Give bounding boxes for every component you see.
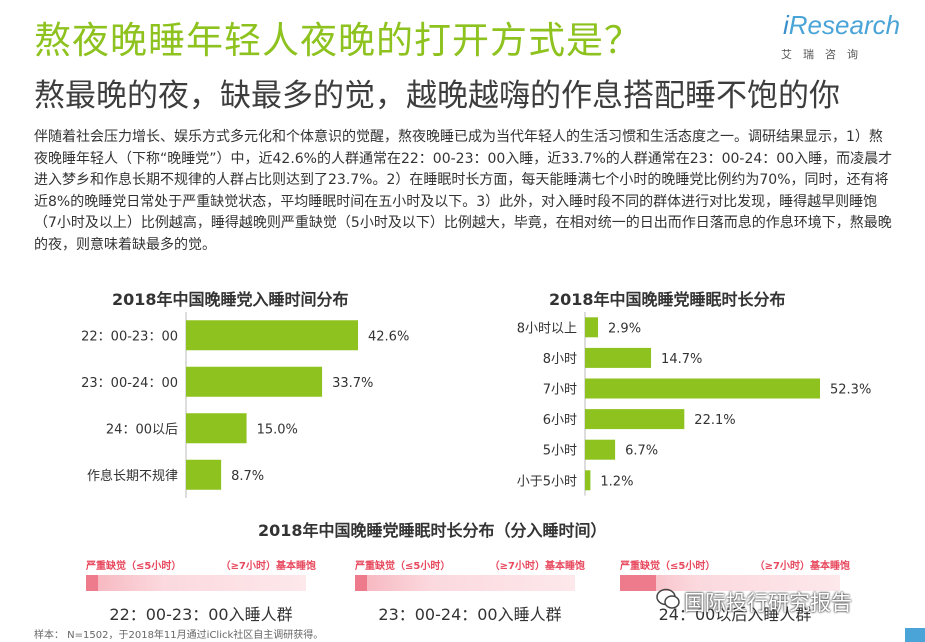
segment-caption: 22：00-23：00入睡人群	[109, 605, 293, 624]
category-label-3: 作息长期不规律	[87, 468, 178, 484]
category-label-3: 6小时	[543, 413, 577, 428]
chart-title-duration: 2018年中国晚睡党睡眠时长分布	[549, 290, 786, 309]
bar-1	[585, 347, 652, 368]
sleep-duration-bar	[355, 575, 575, 591]
logo-wordmark: iResearch	[783, 10, 901, 40]
bar-0	[585, 317, 599, 338]
category-label-0: 8小时以上	[517, 321, 577, 336]
segment-block-after-24: 严重缺觉（≤5小时） （≥7小时）基本睡饱 24：00以后入睡人群	[620, 557, 850, 627]
segment-caption: 23：00-24：00入睡人群	[378, 605, 562, 624]
value-label-1: 14.7%	[661, 352, 702, 367]
bedtime-bar-chart: 22：00-23：00 42.6% 23：00-24：00 33.7% 24：00以后 1…	[81, 312, 409, 498]
segment-block-23-24: 严重缺觉（≤5小时） （≥7小时）基本睡饱 23：00-24：00入睡人群	[355, 557, 585, 627]
category-label-1: 23：00-24：00	[81, 376, 178, 391]
severe-lack-label: 严重缺觉（≤5小时）	[620, 561, 716, 572]
page-subtitle: 熬最晚的夜，缺最多的觉，越晚越嗨的作息搭配睡不饱的你	[34, 78, 840, 114]
iresearch-logo: iResearch 艾瑞咨询	[773, 10, 900, 70]
sleep-duration-bar	[86, 575, 306, 591]
value-label-5: 1.2%	[600, 474, 633, 489]
value-label-1: 33.7%	[332, 376, 373, 391]
category-label-4: 5小时	[543, 444, 577, 459]
page-title: 熬夜晚睡年轻人夜晚的打开方式是？	[34, 19, 642, 62]
bar-3	[585, 409, 685, 430]
bar-3	[186, 459, 222, 490]
value-label-4: 6.7%	[625, 444, 658, 459]
value-label-3: 8.7%	[231, 469, 264, 484]
bar-1	[186, 366, 323, 397]
severe-lack-label: 严重缺觉（≤5小时）	[355, 561, 451, 572]
category-label-2: 7小时	[543, 383, 577, 398]
bar-5	[585, 470, 591, 491]
segment-caption: 24：00以后入睡人群	[658, 605, 812, 624]
intro-paragraph: 伴随着社会压力增长、娱乐方式多元化和个体意识的觉醒，熬夜晚睡已成为当代年轻人的生…	[34, 129, 893, 253]
bar-2	[585, 378, 820, 399]
value-label-2: 15.0%	[257, 422, 298, 437]
chart-title-bedtime: 2018年中国晚睡党入睡时间分布	[112, 290, 349, 309]
bar-4	[585, 439, 616, 460]
bar-0	[186, 320, 358, 351]
full-sleep-label: （≥7小时）基本睡饱	[220, 561, 316, 572]
category-label-0: 22：00-23：00	[81, 329, 178, 344]
duration-bar-chart: 8小时以上 2.9% 8小时 14.7% 7小时 52.3% 6小时 22.1% 5小时 6.7%…	[517, 312, 871, 496]
value-label-3: 22.1%	[694, 413, 735, 428]
value-label-2: 52.3%	[830, 383, 871, 398]
value-label-0: 2.9%	[608, 321, 641, 336]
value-label-0: 42.6%	[368, 329, 409, 344]
category-label-5: 小于5小时	[517, 474, 577, 489]
corner-accent	[905, 628, 925, 642]
bar-2	[186, 413, 247, 444]
logo-chinese: 艾瑞咨询	[781, 48, 869, 61]
category-label-2: 24：00以后	[106, 422, 178, 437]
severe-lack-label: 严重缺觉（≤5小时）	[86, 561, 182, 572]
watermark-text: 国际投行研究报告	[684, 591, 852, 615]
full-sleep-label: （≥7小时）基本睡饱	[754, 561, 850, 572]
full-sleep-label: （≥7小时）基本睡饱	[489, 561, 585, 572]
wechat-icon	[656, 588, 680, 609]
segment-block-22-23: 严重缺觉（≤5小时） （≥7小时）基本睡饱 22：00-23：00入睡人群	[86, 557, 316, 627]
sleep-duration-bar	[620, 575, 840, 591]
segmented-chart-title: 2018年中国晚睡党睡眠时长分布（分入睡时间）	[258, 521, 607, 540]
footnote: 样本： N=1502，于2018年11月通过iClick社区自主调研获得。	[34, 630, 324, 641]
category-label-1: 8小时	[543, 352, 577, 367]
